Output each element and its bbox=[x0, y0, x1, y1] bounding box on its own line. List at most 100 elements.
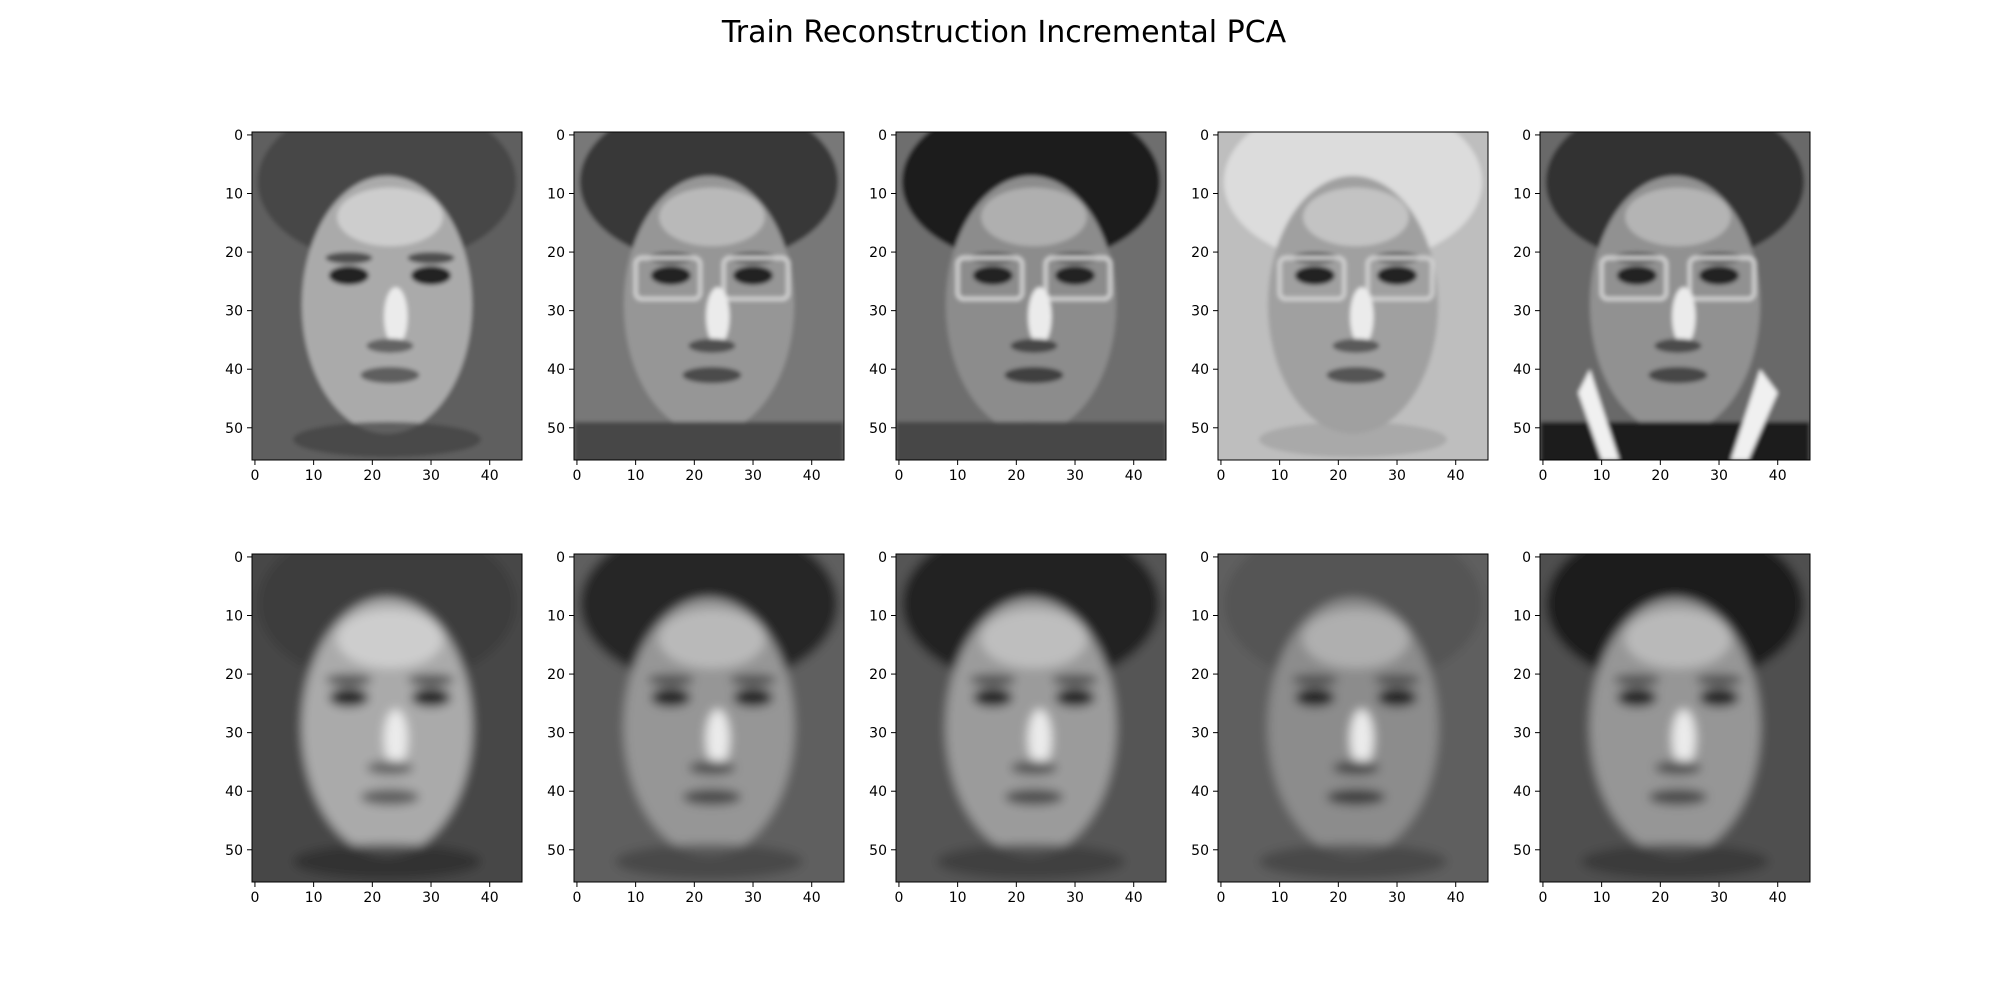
x-tick-label: 0 bbox=[1216, 468, 1225, 484]
axes-frame bbox=[573, 553, 845, 883]
y-tick-label: 30 bbox=[1191, 304, 1209, 320]
x-tick-label: 10 bbox=[305, 890, 323, 906]
original-face-image bbox=[252, 132, 522, 460]
y-tick-label: 50 bbox=[1513, 421, 1531, 437]
image-panel: 0 10 20 30 40 0 10 20 30 40 50 bbox=[1513, 128, 1811, 484]
y-tick-label: 50 bbox=[1513, 843, 1531, 859]
y-tick-label: 20 bbox=[1513, 667, 1531, 683]
image-panel: 0 10 20 30 40 0 10 20 30 40 50 bbox=[869, 550, 1167, 906]
x-tick-label: 30 bbox=[422, 468, 440, 484]
x-tick-label: 0 bbox=[250, 890, 259, 906]
axes-frame bbox=[1539, 553, 1811, 883]
reconstructed-face-image bbox=[574, 554, 844, 882]
x-tick-label: 0 bbox=[1538, 890, 1547, 906]
y-tick-label: 10 bbox=[1191, 187, 1209, 203]
y-tick-label: 0 bbox=[1522, 128, 1531, 144]
y-tick-label: 20 bbox=[1513, 245, 1531, 261]
y-tick-label: 10 bbox=[547, 609, 565, 625]
y-tick-label: 0 bbox=[234, 550, 243, 566]
image-panel: 0 10 20 30 40 0 10 20 30 40 50 bbox=[547, 128, 845, 484]
x-tick-label: 30 bbox=[1066, 890, 1084, 906]
y-tick-label: 50 bbox=[225, 421, 243, 437]
y-tick-label: 40 bbox=[547, 362, 565, 378]
y-tick-label: 10 bbox=[869, 609, 887, 625]
y-tick-label: 50 bbox=[547, 843, 565, 859]
x-tick-label: 40 bbox=[1125, 468, 1143, 484]
image-panel: 0 10 20 30 40 0 10 20 30 40 50 bbox=[1513, 550, 1811, 906]
y-tick-label: 0 bbox=[556, 550, 565, 566]
x-tick-label: 0 bbox=[250, 468, 259, 484]
x-tick-label: 10 bbox=[305, 468, 323, 484]
y-tick-label: 10 bbox=[1513, 187, 1531, 203]
reconstructed-face-image bbox=[896, 554, 1166, 882]
y-tick-label: 30 bbox=[225, 726, 243, 742]
y-tick-label: 0 bbox=[878, 550, 887, 566]
y-tick-label: 50 bbox=[547, 421, 565, 437]
image-panel: 0 10 20 30 40 0 10 20 30 40 50 bbox=[225, 550, 523, 906]
y-tick-label: 10 bbox=[225, 187, 243, 203]
panels-grid: 0 10 20 30 40 0 10 20 30 40 50 0 10 20 30 40 0 10 20 30 40 50… bbox=[225, 128, 1811, 906]
y-tick-label: 10 bbox=[547, 187, 565, 203]
x-tick-label: 10 bbox=[949, 890, 967, 906]
x-tick-label: 20 bbox=[685, 890, 703, 906]
y-tick-label: 30 bbox=[547, 726, 565, 742]
y-tick-label: 10 bbox=[869, 187, 887, 203]
x-tick-label: 40 bbox=[1769, 468, 1787, 484]
y-tick-label: 50 bbox=[869, 843, 887, 859]
y-tick-label: 40 bbox=[1191, 362, 1209, 378]
x-tick-label: 10 bbox=[1271, 890, 1289, 906]
y-tick-label: 10 bbox=[225, 609, 243, 625]
x-tick-label: 40 bbox=[803, 890, 821, 906]
x-tick-label: 30 bbox=[1388, 890, 1406, 906]
axes-frame bbox=[251, 131, 523, 461]
original-face-image bbox=[1540, 132, 1810, 460]
reconstructed-face-image bbox=[1218, 554, 1488, 882]
x-tick-label: 0 bbox=[894, 468, 903, 484]
image-panel: 0 10 20 30 40 0 10 20 30 40 50 bbox=[1191, 128, 1489, 484]
y-tick-label: 30 bbox=[1513, 304, 1531, 320]
figure-title: Train Reconstruction Incremental PCA bbox=[721, 15, 1287, 50]
image-panel: 0 10 20 30 40 0 10 20 30 40 50 bbox=[869, 128, 1167, 484]
x-tick-label: 10 bbox=[949, 468, 967, 484]
y-tick-label: 10 bbox=[1513, 609, 1531, 625]
y-tick-label: 40 bbox=[1191, 784, 1209, 800]
y-tick-label: 20 bbox=[869, 667, 887, 683]
y-tick-label: 20 bbox=[1191, 245, 1209, 261]
image-panel: 0 10 20 30 40 0 10 20 30 40 50 bbox=[547, 550, 845, 906]
y-tick-label: 30 bbox=[225, 304, 243, 320]
y-tick-label: 40 bbox=[547, 784, 565, 800]
x-tick-label: 40 bbox=[1447, 468, 1465, 484]
x-tick-label: 10 bbox=[1271, 468, 1289, 484]
y-tick-label: 40 bbox=[869, 362, 887, 378]
y-tick-label: 20 bbox=[225, 667, 243, 683]
y-tick-label: 40 bbox=[225, 784, 243, 800]
x-tick-label: 40 bbox=[1125, 890, 1143, 906]
y-tick-label: 50 bbox=[1191, 421, 1209, 437]
y-tick-label: 20 bbox=[869, 245, 887, 261]
y-tick-label: 40 bbox=[1513, 362, 1531, 378]
original-face-image bbox=[574, 132, 844, 460]
x-tick-label: 40 bbox=[481, 468, 499, 484]
x-tick-label: 20 bbox=[685, 468, 703, 484]
axes-frame bbox=[1539, 131, 1811, 461]
x-tick-label: 10 bbox=[1593, 890, 1611, 906]
axes-frame bbox=[573, 131, 845, 461]
y-tick-label: 0 bbox=[1522, 550, 1531, 566]
y-tick-label: 20 bbox=[1191, 667, 1209, 683]
y-tick-label: 50 bbox=[1191, 843, 1209, 859]
x-tick-label: 30 bbox=[744, 890, 762, 906]
x-tick-label: 0 bbox=[894, 890, 903, 906]
axes-frame bbox=[895, 553, 1167, 883]
original-face-image bbox=[896, 132, 1166, 460]
reconstructed-face-image bbox=[252, 554, 522, 882]
y-tick-label: 40 bbox=[225, 362, 243, 378]
y-tick-label: 30 bbox=[1513, 726, 1531, 742]
x-tick-label: 20 bbox=[363, 468, 381, 484]
x-tick-label: 20 bbox=[1329, 468, 1347, 484]
x-tick-label: 0 bbox=[572, 890, 581, 906]
y-tick-label: 40 bbox=[1513, 784, 1531, 800]
y-tick-label: 50 bbox=[225, 843, 243, 859]
x-tick-label: 10 bbox=[627, 890, 645, 906]
x-tick-label: 20 bbox=[1651, 468, 1669, 484]
axes-frame bbox=[895, 131, 1167, 461]
